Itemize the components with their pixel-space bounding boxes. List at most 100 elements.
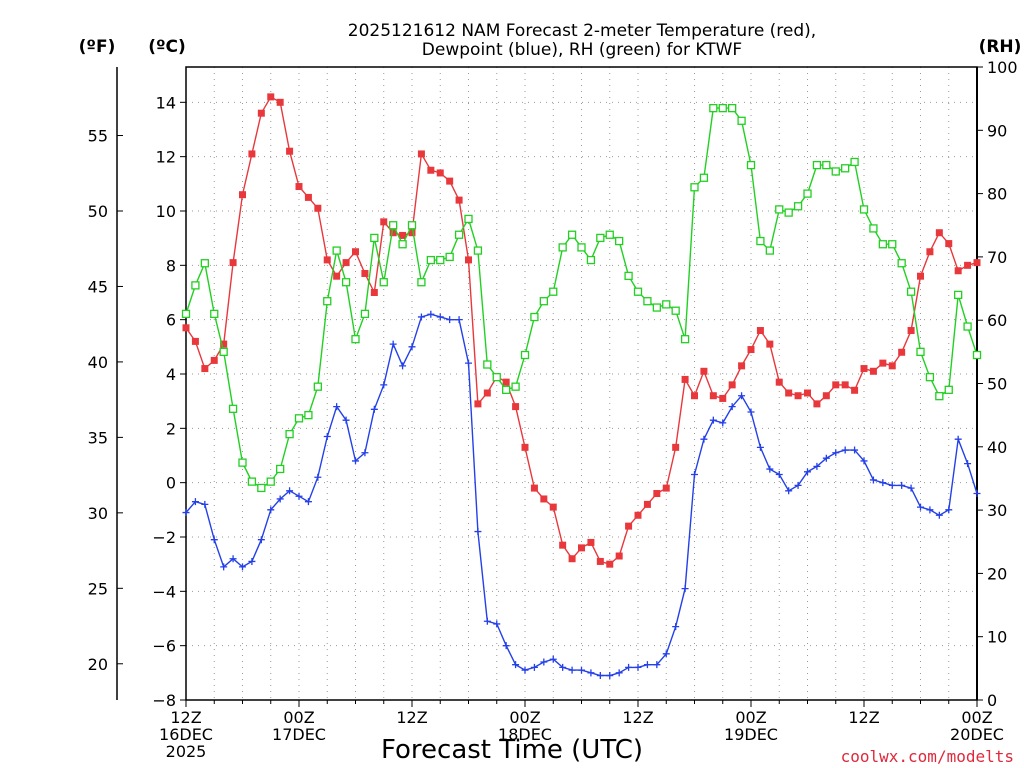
dewpoint-point xyxy=(738,392,746,400)
temperature-point xyxy=(512,403,520,411)
temperature-point xyxy=(634,511,642,519)
rh-point xyxy=(775,205,784,214)
temperature-point xyxy=(352,248,359,256)
temperature-point xyxy=(342,259,350,267)
rh-point xyxy=(944,385,953,394)
rh-point xyxy=(831,167,840,176)
dewpoint-point xyxy=(700,435,708,443)
rh-point xyxy=(878,240,887,249)
dewpoint-point xyxy=(352,457,359,465)
celsius-tick-label: 12 xyxy=(156,148,176,167)
fahrenheit-tick-label: 20 xyxy=(88,655,108,674)
temperature-point xyxy=(239,191,246,199)
dewpoint-point xyxy=(832,449,840,457)
dewpoint-point xyxy=(286,487,294,495)
dewpoint-point xyxy=(427,310,435,318)
rh-point xyxy=(972,350,982,360)
rh-point xyxy=(869,224,878,233)
rh-point xyxy=(615,236,624,246)
rh-point xyxy=(859,205,869,214)
dewpoint-point xyxy=(926,506,934,514)
temperature-point xyxy=(747,346,755,354)
temperature-point xyxy=(333,272,341,280)
rh-point xyxy=(341,278,351,287)
rh-point xyxy=(737,116,746,125)
dewpoint-point xyxy=(662,650,670,658)
celsius-tick-label: −8 xyxy=(152,691,176,710)
temperature-point xyxy=(314,204,322,212)
rh-point xyxy=(389,221,398,230)
temperature-point xyxy=(719,394,727,402)
temperature-point xyxy=(399,231,407,239)
rh-point xyxy=(360,309,370,319)
rh-point xyxy=(680,335,690,344)
dewpoint-point xyxy=(323,432,331,440)
temperature-point xyxy=(474,400,482,408)
celsius-tick-label: −6 xyxy=(152,637,176,656)
x-tick-label: 00Z xyxy=(509,708,540,727)
rh-point xyxy=(454,230,464,239)
temperature-point xyxy=(191,337,199,345)
rh-point xyxy=(728,103,737,113)
dewpoint-point xyxy=(578,666,585,674)
x-tick-label: 00Z xyxy=(283,708,314,727)
rh-point xyxy=(473,246,483,255)
x-tick-label: 20DEC xyxy=(950,725,1004,744)
dewpoint-point xyxy=(314,473,322,481)
temperature-point xyxy=(323,256,331,264)
temperature-point xyxy=(973,259,981,267)
dewpoint-point xyxy=(719,419,727,427)
dewpoint-point xyxy=(964,460,972,468)
dewpoint-point xyxy=(917,503,924,511)
temperature-point xyxy=(210,356,218,364)
temperature-point xyxy=(945,240,953,248)
dewpoint-point xyxy=(625,663,633,671)
temperature-point xyxy=(898,348,906,356)
dewpoint-point xyxy=(493,620,501,628)
temperature-point xyxy=(483,389,491,397)
temperature-point xyxy=(257,109,265,117)
rh-point xyxy=(897,259,906,268)
x-tick-label: 12Z xyxy=(396,708,427,727)
rh-point xyxy=(502,385,511,394)
rh-point xyxy=(718,103,727,113)
rh-point xyxy=(257,483,266,493)
dewpoint-point xyxy=(276,495,284,503)
dewpoint-point xyxy=(465,359,472,367)
dewpoint-point xyxy=(973,490,981,498)
fahrenheit-tick-label: 35 xyxy=(88,428,108,447)
rh-point xyxy=(850,157,859,167)
rh-point xyxy=(549,287,558,296)
temperature-point xyxy=(530,484,538,492)
rh-point xyxy=(238,458,247,467)
dewpoint-point xyxy=(691,471,698,479)
dewpoint-point xyxy=(851,446,859,454)
temperature-point xyxy=(182,324,190,332)
celsius-tick-label: 6 xyxy=(166,311,176,330)
rh-point xyxy=(746,160,756,170)
temperature-point xyxy=(917,272,924,280)
temperature-point xyxy=(775,378,783,386)
x-tick-label: 2025 xyxy=(166,742,207,761)
temperature-point xyxy=(794,392,802,400)
rh-tick-label: 90 xyxy=(987,121,1007,140)
rh-point xyxy=(577,243,586,252)
rh-point xyxy=(709,103,718,113)
dewpoint-point xyxy=(841,446,849,454)
x-axis-label: Forecast Time (UTC) xyxy=(381,735,643,765)
temperature-point xyxy=(869,367,877,375)
dewpoint-point xyxy=(775,471,783,479)
temperature-point xyxy=(578,544,585,552)
rh-point xyxy=(191,281,200,290)
rh-point xyxy=(765,246,774,255)
dewpoint-point xyxy=(502,642,510,650)
rh-point xyxy=(398,240,407,249)
dewpoint-point xyxy=(559,663,567,671)
dewpoint-point xyxy=(728,403,736,411)
rh-point xyxy=(379,278,388,287)
temperature-point xyxy=(446,177,454,185)
tick-labels: −8−6−4−202468101214202530354045505501020… xyxy=(88,58,1018,761)
temperature-point xyxy=(832,381,840,389)
dewpoint-point xyxy=(634,663,642,671)
